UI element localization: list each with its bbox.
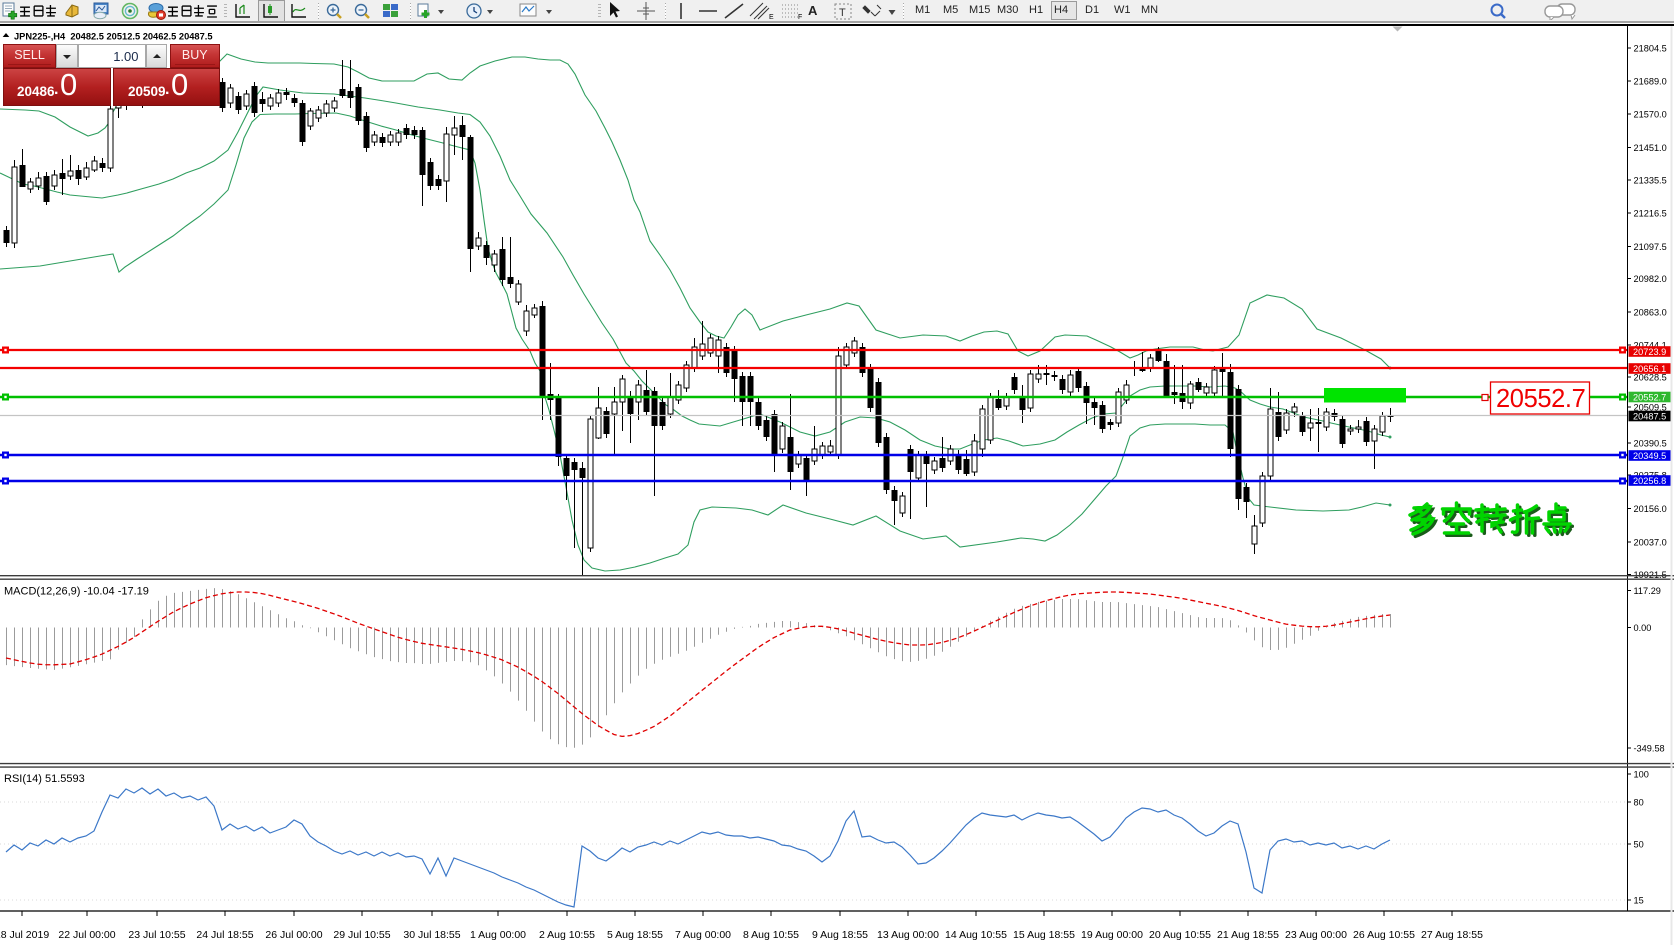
svg-text:20256.8: 20256.8 xyxy=(1633,476,1666,486)
svg-text:15 Aug 18:55: 15 Aug 18:55 xyxy=(1013,929,1075,941)
svg-text:21451.0: 21451.0 xyxy=(1634,143,1667,153)
svg-text:20349.5: 20349.5 xyxy=(1633,451,1666,461)
svg-text:9 Aug 18:55: 9 Aug 18:55 xyxy=(812,929,868,941)
svg-text:20744.1: 20744.1 xyxy=(1634,340,1667,350)
svg-text:18 Jul 2019: 18 Jul 2019 xyxy=(0,929,49,941)
svg-text:80: 80 xyxy=(1634,797,1644,807)
svg-text:20628.5: 20628.5 xyxy=(1634,372,1667,382)
svg-text:8 Aug 10:55: 8 Aug 10:55 xyxy=(743,929,799,941)
svg-text:2 Aug 10:55: 2 Aug 10:55 xyxy=(539,929,595,941)
svg-text:100: 100 xyxy=(1634,769,1649,779)
svg-text:20552.7: 20552.7 xyxy=(1496,385,1585,413)
svg-text:RSI(14) 51.5593: RSI(14) 51.5593 xyxy=(4,773,85,785)
svg-text:20037.0: 20037.0 xyxy=(1634,537,1667,547)
svg-text:20656.1: 20656.1 xyxy=(1633,364,1666,374)
svg-text:23 Jul 10:55: 23 Jul 10:55 xyxy=(128,929,185,941)
svg-text:20509.5: 20509.5 xyxy=(1634,402,1667,412)
svg-text:20 Aug 10:55: 20 Aug 10:55 xyxy=(1149,929,1211,941)
svg-text:1 Aug 00:00: 1 Aug 00:00 xyxy=(470,929,526,941)
svg-text:21570.0: 21570.0 xyxy=(1634,109,1667,119)
svg-text:24 Jul 18:55: 24 Jul 18:55 xyxy=(196,929,253,941)
svg-text:T: T xyxy=(839,7,846,19)
svg-text:50: 50 xyxy=(1634,839,1644,849)
svg-text:7 Aug 00:00: 7 Aug 00:00 xyxy=(675,929,731,941)
svg-text:21689.0: 21689.0 xyxy=(1634,76,1667,86)
svg-text:JPN225-,H4 20482.5 20512.5 20: JPN225-,H4 20482.5 20512.5 20462.5 20487… xyxy=(14,32,213,42)
svg-text:20156.0: 20156.0 xyxy=(1634,504,1667,514)
svg-text:-349.58: -349.58 xyxy=(1634,743,1665,753)
svg-text:5 Aug 18:55: 5 Aug 18:55 xyxy=(607,929,663,941)
svg-text:20390.5: 20390.5 xyxy=(1634,438,1667,448)
svg-text:20863.0: 20863.0 xyxy=(1634,307,1667,317)
svg-text:26 Jul 00:00: 26 Jul 00:00 xyxy=(265,929,322,941)
svg-text:21097.5: 21097.5 xyxy=(1634,242,1667,252)
svg-text:21 Aug 18:55: 21 Aug 18:55 xyxy=(1217,929,1279,941)
svg-text:15: 15 xyxy=(1634,895,1644,905)
svg-text:117.29: 117.29 xyxy=(1634,586,1661,596)
svg-text:F: F xyxy=(798,14,802,20)
svg-text:20552.7: 20552.7 xyxy=(1633,392,1666,402)
svg-text:19 Aug 00:00: 19 Aug 00:00 xyxy=(1081,929,1143,941)
svg-text:14 Aug 10:55: 14 Aug 10:55 xyxy=(945,929,1007,941)
svg-text:22 Jul 00:00: 22 Jul 00:00 xyxy=(58,929,115,941)
svg-text:MACD(12,26,9) -10.04 -17.19: MACD(12,26,9) -10.04 -17.19 xyxy=(4,586,149,598)
svg-text:21216.5: 21216.5 xyxy=(1634,208,1667,218)
svg-text:20723.9: 20723.9 xyxy=(1633,347,1666,357)
svg-text:20982.0: 20982.0 xyxy=(1634,274,1667,284)
svg-text:13 Aug 00:00: 13 Aug 00:00 xyxy=(877,929,939,941)
svg-text:21804.5: 21804.5 xyxy=(1634,43,1667,53)
svg-text:E: E xyxy=(769,14,774,20)
svg-text:20487.5: 20487.5 xyxy=(1633,411,1666,421)
svg-text:23 Aug 00:00: 23 Aug 00:00 xyxy=(1285,929,1347,941)
svg-text:26 Aug 10:55: 26 Aug 10:55 xyxy=(1353,929,1415,941)
svg-text:19921.5: 19921.5 xyxy=(1634,570,1667,580)
svg-text:30 Jul 18:55: 30 Jul 18:55 xyxy=(403,929,460,941)
svg-text:0.00: 0.00 xyxy=(1634,623,1652,633)
svg-text:29 Jul 10:55: 29 Jul 10:55 xyxy=(333,929,390,941)
svg-text:21335.5: 21335.5 xyxy=(1634,175,1667,185)
svg-text:27 Aug 18:55: 27 Aug 18:55 xyxy=(1421,929,1483,941)
